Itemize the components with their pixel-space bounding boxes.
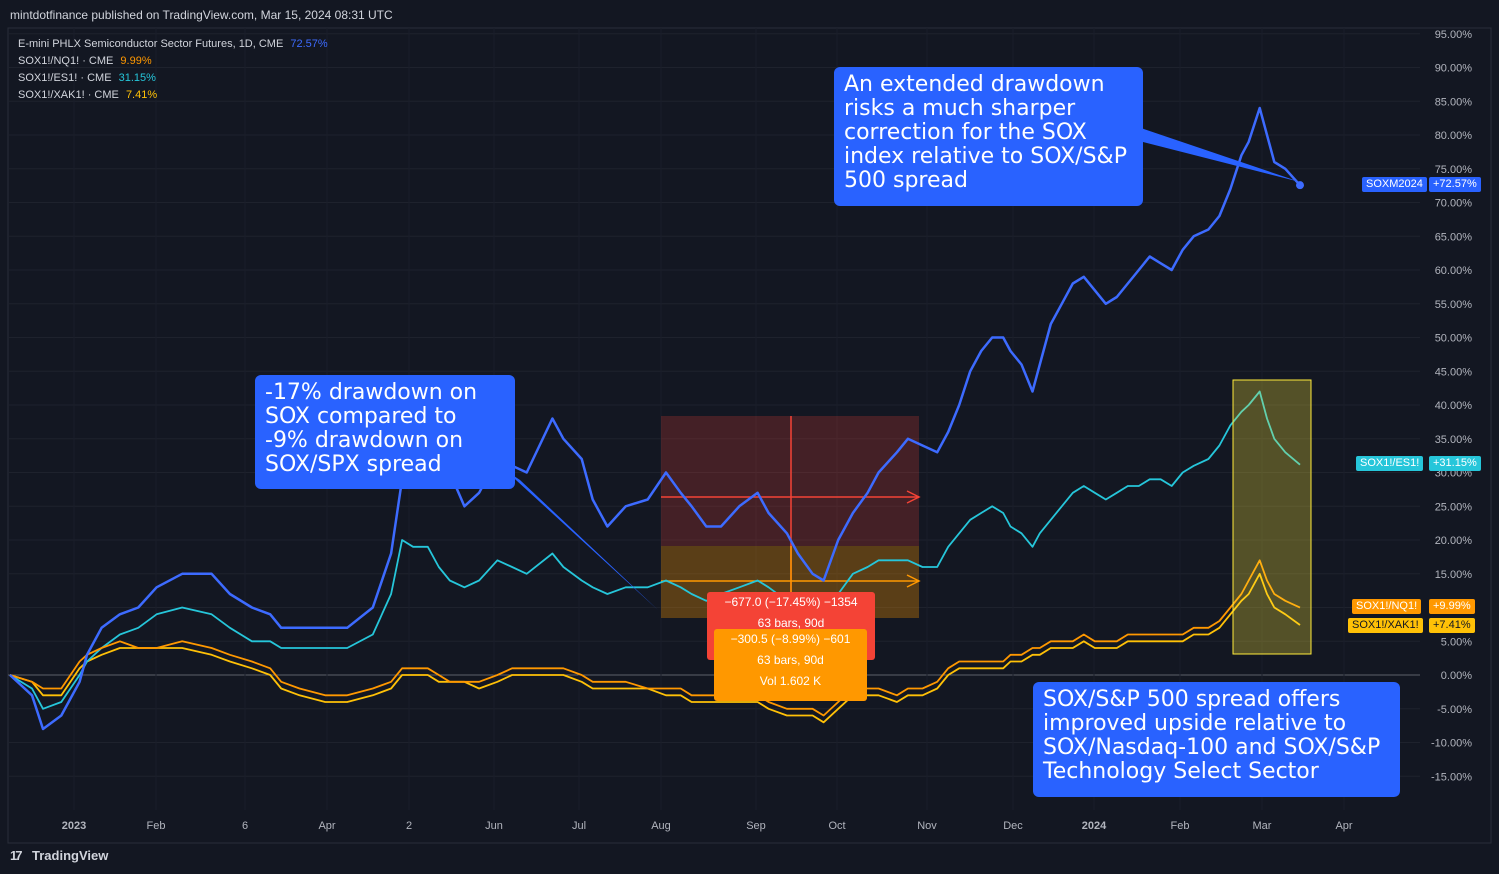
x-tick-label: Feb [147, 820, 166, 832]
y-tick-label: 75.00% [1435, 164, 1473, 176]
tradingview-icon: 17 [10, 848, 22, 863]
measure-orange-line1: −300.5 (−8.99%) −601 [730, 632, 851, 646]
annotation-pointers [505, 126, 1300, 610]
measure-label-orange[interactable]: −300.5 (−8.99%) −601 63 bars, 90d Vol 1.… [714, 629, 867, 701]
series-layer [9, 106, 1304, 731]
legend: E-mini PHLX Semiconductor Sector Futures… [18, 36, 328, 104]
price-tag-soxm-name: SOXM2024 [1362, 177, 1427, 192]
legend-item-es[interactable]: SOX1!/ES1! · CME 31.15% [18, 70, 328, 87]
y-tick-label: 95.00% [1435, 29, 1473, 41]
legend-label: E-mini PHLX Semiconductor Sector Futures… [18, 38, 284, 50]
measure-red-line2: 63 bars, 90d [757, 616, 825, 630]
y-tick-label: 90.00% [1435, 63, 1473, 75]
y-tick-label: 45.00% [1435, 366, 1473, 378]
x-tick-label: 2024 [1082, 820, 1107, 832]
x-tick-label: Feb [1171, 820, 1190, 832]
y-tick-label: 20.00% [1435, 535, 1473, 547]
y-tick-label: 65.00% [1435, 231, 1473, 243]
price-tag-nq-value: +9.99% [1429, 599, 1475, 614]
x-tick-label: 6 [242, 820, 248, 832]
annotation-middle-left[interactable]: -17% drawdown on SOX compared to -9% dra… [255, 375, 515, 489]
highlight-box [1232, 379, 1312, 655]
pointer-middle-left [505, 470, 658, 610]
series-line-0 [9, 106, 1301, 731]
y-tick-label: 80.00% [1435, 130, 1473, 142]
orange-arrow-head [906, 574, 921, 588]
x-tick-label: Jun [485, 820, 503, 832]
y-tick-label: 85.00% [1435, 96, 1473, 108]
measure-red-line1: −677.0 (−17.45%) −1354 [724, 595, 858, 609]
legend-value: 7.41% [125, 89, 158, 101]
measure-orange-line2: 63 bars, 90d [757, 653, 824, 667]
price-tag-soxm-value: +72.57% [1429, 177, 1481, 192]
x-tick-label: Apr [1335, 820, 1352, 832]
y-tick-label: 35.00% [1435, 434, 1473, 446]
legend-item-xak[interactable]: SOX1!/XAK1! · CME 7.41% [18, 87, 328, 104]
x-tick-label: 2023 [62, 820, 86, 832]
x-tick-label: Oct [828, 820, 845, 832]
x-tick-label: Mar [1253, 820, 1272, 832]
series-end-point [1296, 181, 1304, 190]
price-tag-nq-name: SOX1!/NQ1! [1352, 599, 1422, 614]
price-tag-xak-value: +7.41% [1429, 618, 1475, 633]
tradingview-logo[interactable]: 17 TradingView [10, 848, 108, 863]
measure-orange-line3: Vol 1.602 K [759, 674, 822, 688]
y-tick-label: 40.00% [1435, 400, 1473, 412]
annotation-top-right[interactable]: An extended drawdown risks a much sharpe… [834, 67, 1143, 206]
series-line-2 [9, 559, 1301, 717]
y-tick-label: 0.00% [1441, 670, 1472, 682]
y-tick-label: 15.00% [1435, 569, 1473, 581]
price-tag-es-name: SOX1!/ES1! [1356, 456, 1424, 471]
legend-label: SOX1!/NQ1! · CME [18, 55, 114, 67]
legend-item-soxm[interactable]: E-mini PHLX Semiconductor Sector Futures… [18, 36, 328, 53]
y-tick-label: 70.00% [1435, 198, 1473, 210]
x-tick-label: Aug [651, 820, 671, 832]
pointer-top-right [1135, 126, 1300, 182]
x-tick-label: Sep [746, 820, 766, 832]
publish-line: mintdotfinance published on TradingView.… [10, 8, 393, 22]
y-tick-label: 60.00% [1435, 265, 1473, 277]
x-tick-label: Apr [318, 820, 335, 832]
legend-label: SOX1!/XAK1! · CME [18, 89, 119, 101]
x-tick-label: Dec [1003, 820, 1023, 832]
y-tick-label: 25.00% [1435, 501, 1473, 513]
y-tick-label: 50.00% [1435, 333, 1473, 345]
legend-label: SOX1!/ES1! · CME [18, 72, 112, 84]
annotation-bottom-right[interactable]: SOX/S&P 500 spread offers improved upsid… [1033, 682, 1400, 797]
legend-item-nq[interactable]: SOX1!/NQ1! · CME 9.99% [18, 53, 328, 70]
legend-value: 9.99% [120, 55, 152, 67]
y-tick-label: -5.00% [1437, 704, 1472, 716]
x-tick-label: Nov [917, 820, 937, 832]
x-tick-label: 2 [406, 820, 412, 832]
highlight-rect [1232, 379, 1312, 655]
series-line-3 [9, 572, 1301, 724]
y-tick-label: -10.00% [1431, 738, 1472, 750]
y-tick-label: 5.00% [1441, 636, 1472, 648]
legend-value: 31.15% [118, 72, 156, 84]
price-tag-es-value: +31.15% [1429, 456, 1481, 471]
red-arrow-head [906, 490, 921, 504]
drawdown-box-red [661, 416, 919, 546]
x-tick-label: Jul [572, 820, 586, 832]
x-axis: 2023 Feb 6 Apr 2 Jun Jul Aug Sep Oct Nov Dec 2024 Feb… [62, 820, 1353, 832]
legend-value: 72.57% [290, 38, 328, 50]
brand-name: TradingView [32, 848, 109, 863]
price-tag-xak-name: SOX1!/XAK1! [1348, 618, 1423, 633]
y-tick-label: 55.00% [1435, 299, 1473, 311]
y-tick-label: -15.00% [1431, 771, 1472, 783]
